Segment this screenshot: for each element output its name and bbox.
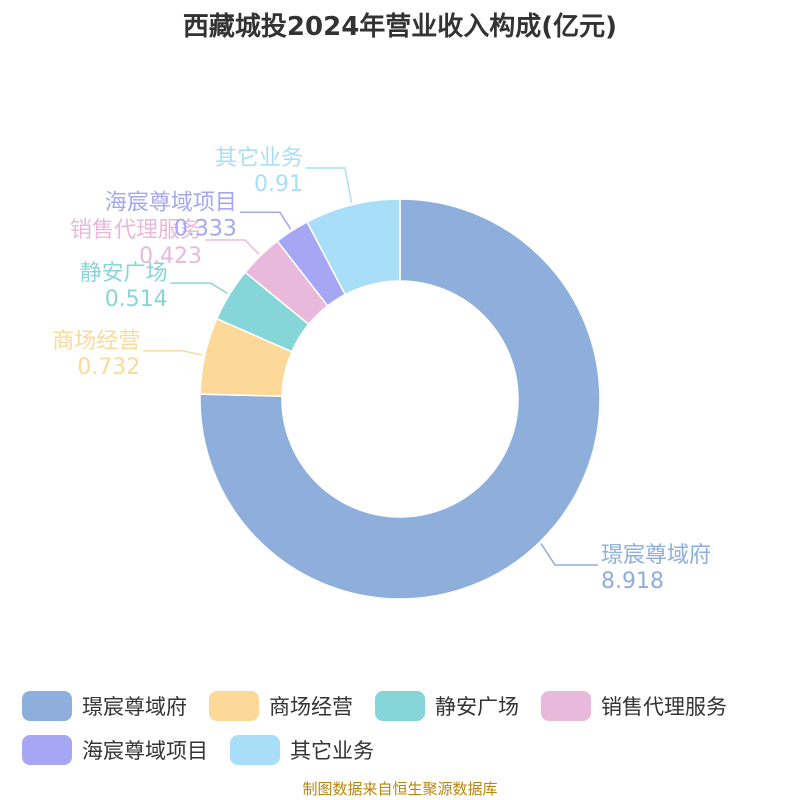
legend-swatch bbox=[22, 691, 72, 721]
slice-value-label: 0.333 bbox=[174, 216, 237, 241]
legend-item[interactable]: 商场经营 bbox=[209, 690, 353, 722]
slice-name-label: 海宸尊域项目 bbox=[105, 190, 237, 215]
leader-line bbox=[205, 239, 260, 255]
slice-value-label: 0.732 bbox=[77, 355, 140, 380]
donut-slice[interactable] bbox=[306, 198, 401, 296]
slice-value-label: 0.514 bbox=[105, 287, 168, 312]
leader-line bbox=[170, 282, 229, 295]
legend-label: 静安广场 bbox=[435, 695, 519, 719]
leader-line bbox=[306, 167, 353, 204]
donut-slice[interactable] bbox=[199, 198, 601, 600]
legend-item[interactable]: 璟宸尊域府 bbox=[22, 690, 187, 722]
legend-label: 其它业务 bbox=[290, 739, 374, 763]
legend-swatch bbox=[230, 735, 280, 765]
legend-label: 商场经营 bbox=[269, 695, 353, 719]
leader-line bbox=[143, 350, 203, 356]
legend-swatch bbox=[541, 691, 591, 721]
slice-name-label: 璟宸尊域府 bbox=[601, 543, 711, 568]
legend-item[interactable]: 销售代理服务 bbox=[541, 690, 727, 722]
slice-value-label: 8.918 bbox=[601, 569, 664, 594]
slice-value-label: 0.91 bbox=[254, 172, 303, 197]
legend-label: 销售代理服务 bbox=[601, 695, 727, 719]
chart-title: 西藏城投2024年营业收入构成(亿元) bbox=[182, 12, 618, 42]
legend-label: 海宸尊域项目 bbox=[82, 739, 208, 763]
legend-swatch bbox=[375, 691, 425, 721]
legend-item[interactable]: 其它业务 bbox=[230, 734, 374, 766]
slice-name-label: 商场经营 bbox=[52, 329, 140, 354]
data-source-note: 制图数据来自恒生聚源数据库 bbox=[302, 780, 498, 798]
leader-line bbox=[540, 543, 598, 566]
legend-swatch bbox=[22, 735, 72, 765]
slice-value-label: 0.423 bbox=[139, 244, 202, 269]
chart-legend: 璟宸尊域府 商场经营 静安广场 销售代理服务海宸尊域项目 其它业务 bbox=[22, 690, 792, 766]
slice-name-label: 其它业务 bbox=[215, 146, 303, 171]
legend-item[interactable]: 海宸尊域项目 bbox=[22, 734, 208, 766]
legend-item[interactable]: 静安广场 bbox=[375, 690, 519, 722]
legend-label: 璟宸尊域府 bbox=[82, 695, 187, 719]
leader-line bbox=[239, 211, 292, 230]
legend-swatch bbox=[209, 691, 259, 721]
slice-name-label: 静安广场 bbox=[80, 261, 168, 286]
slice-name-label: 销售代理服务 bbox=[70, 218, 202, 243]
